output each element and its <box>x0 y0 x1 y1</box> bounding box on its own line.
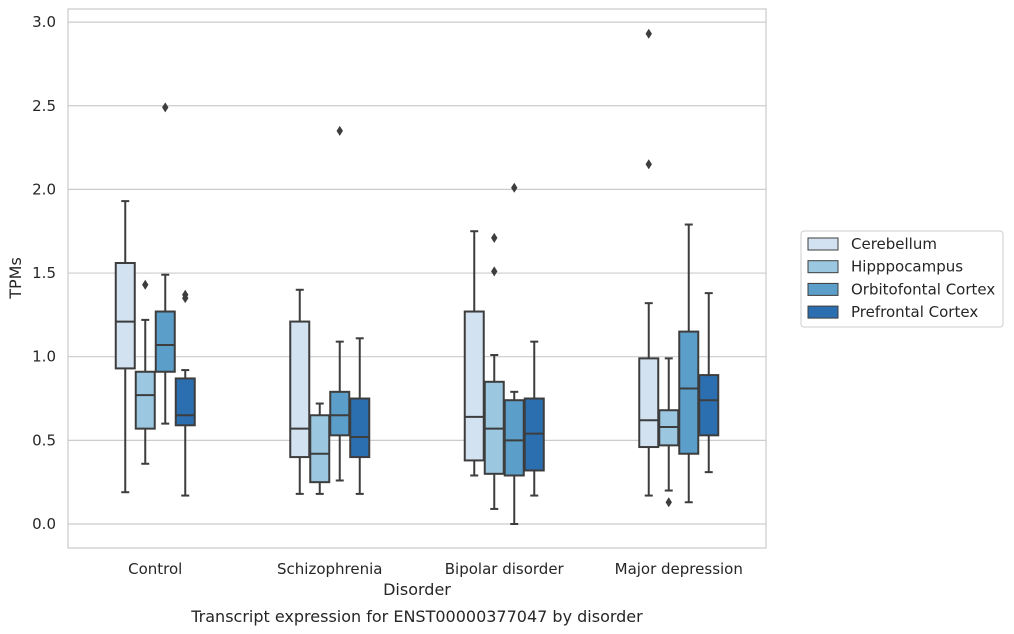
legend: Cerebellum Hipppocampus Orbitofontal Corte… <box>800 230 1004 328</box>
y-tick-label: 2.0 <box>32 180 56 198</box>
outlier-point <box>511 182 518 193</box>
box-iqr <box>154 310 176 373</box>
x-tick-label: Bipolar disorder <box>445 560 565 578</box>
box-group <box>523 340 545 497</box>
y-axis-title: TPMs <box>6 257 25 300</box>
outlier-point <box>665 497 672 508</box>
box-group <box>698 292 720 474</box>
box-group <box>503 182 525 525</box>
box-group <box>463 230 485 477</box>
plot-frame <box>67 8 767 549</box>
y-tick-labels: 0.0 0.5 1.0 1.5 2.0 2.5 3.0 <box>32 13 56 533</box>
box-group <box>309 402 331 495</box>
legend-label: Cerebellum <box>851 235 937 253</box>
outlier-point <box>491 266 498 277</box>
box-iqr <box>349 397 371 459</box>
outlier-point <box>645 28 652 39</box>
box-group <box>154 102 176 425</box>
outlier-point <box>162 102 169 113</box>
box-group <box>134 279 156 465</box>
box-iqr <box>678 330 700 455</box>
legend-swatch <box>807 282 839 296</box>
box-iqr <box>289 320 311 459</box>
legend-label: Hipppocampus <box>851 258 963 276</box>
y-tick-label: 0.5 <box>32 431 56 449</box>
box-group <box>114 200 136 494</box>
x-axis-title: Disorder <box>383 580 451 599</box>
outlier-point <box>645 159 652 170</box>
box-iqr <box>329 390 351 437</box>
box-iqr <box>309 414 331 484</box>
box-iqr <box>174 377 196 427</box>
legend-swatch <box>807 237 839 251</box>
box-group <box>329 125 351 482</box>
outlier-point <box>336 125 343 136</box>
legend-swatch <box>807 305 839 319</box>
outlier-point <box>182 289 189 300</box>
legend-label: Prefrontal Cortex <box>851 303 978 321</box>
box-iqr <box>638 357 660 449</box>
y-tick-label: 3.0 <box>32 13 56 31</box>
box-group <box>638 28 660 497</box>
legend-label: Orbitofontal Cortex <box>851 280 995 298</box>
legend-swatch <box>807 260 839 274</box>
box-group <box>678 223 700 504</box>
x-tick-labels: Control Schizophrenia Bipolar disorder Majo… <box>128 560 743 578</box>
y-tick-label: 0.0 <box>32 515 56 533</box>
box-group <box>658 357 680 508</box>
box-group <box>349 337 371 495</box>
gridlines <box>68 21 766 525</box>
outlier-point <box>142 279 149 290</box>
boxes <box>114 28 720 525</box>
box-iqr <box>134 370 156 430</box>
y-tick-label: 1.0 <box>32 348 56 366</box>
box-iqr <box>463 310 485 462</box>
y-tick-label: 2.5 <box>32 97 56 115</box>
x-tick-label: Schizophrenia <box>277 560 382 578</box>
legend-frame <box>800 230 1004 328</box>
chart-caption: Transcript expression for ENST0000037704… <box>190 607 643 626</box>
y-tick-label: 1.5 <box>32 264 56 282</box>
x-tick-label: Major depression <box>615 560 743 578</box>
x-tick-label: Control <box>128 560 182 578</box>
box-group <box>174 289 196 497</box>
box-group <box>483 232 505 510</box>
box-iqr <box>503 399 525 477</box>
outlier-point <box>491 232 498 243</box>
box-iqr <box>114 262 136 370</box>
box-iqr <box>698 374 720 437</box>
box-group <box>289 288 311 495</box>
